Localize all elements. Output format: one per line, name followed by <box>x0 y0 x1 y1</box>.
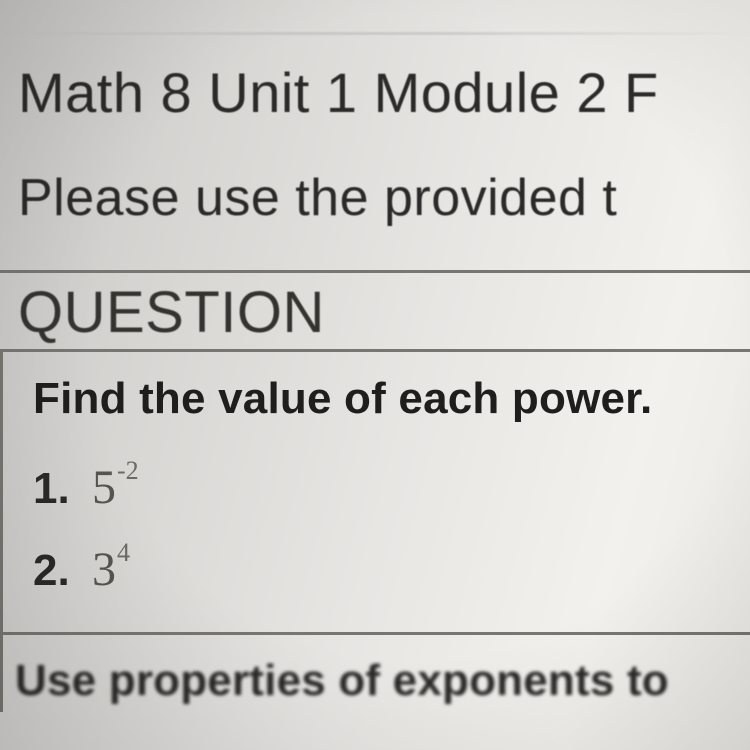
math-exponent: 4 <box>117 538 130 567</box>
table-header-label: QUESTION <box>18 279 325 346</box>
page-subtitle: Please use the provided t <box>18 168 617 228</box>
math-base: 3 <box>92 543 116 596</box>
math-base: 5 <box>92 461 116 514</box>
lcd-scanline <box>0 32 750 35</box>
math-expression: 5-2 <box>92 464 138 513</box>
table-row-divider-region: Use properties of exponents to <box>3 632 750 635</box>
page-title: Math 8 Unit 1 Module 2 F <box>18 60 659 125</box>
next-question-partial: Use properties of exponents to <box>15 656 669 706</box>
table-row-divider <box>3 632 750 635</box>
question-table: QUESTION Find the value of each power. 1… <box>0 270 750 712</box>
math-exponent: -2 <box>117 456 139 485</box>
table-header-row: QUESTION <box>0 273 750 349</box>
table-body-cell: Find the value of each power. 1. 5-2 2. … <box>0 352 750 712</box>
question-number: 2. <box>33 546 70 595</box>
question-item-1: 1. 5-2 <box>33 460 138 515</box>
math-expression: 34 <box>92 546 129 595</box>
question-number: 1. <box>33 464 70 513</box>
question-item-2: 2. 34 <box>33 542 129 597</box>
question-prompt: Find the value of each power. <box>33 374 652 424</box>
